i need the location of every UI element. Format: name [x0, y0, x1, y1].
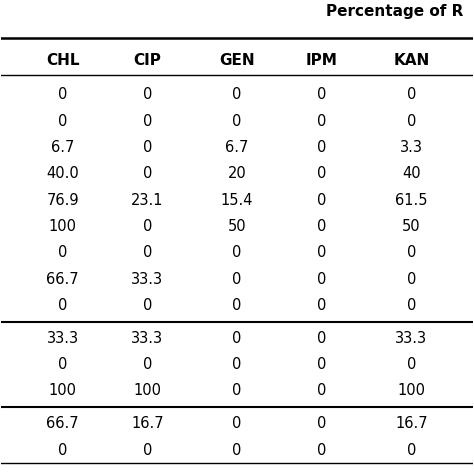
Text: 0: 0: [407, 114, 416, 129]
Text: 0: 0: [143, 219, 152, 234]
Text: IPM: IPM: [306, 53, 338, 68]
Text: 0: 0: [317, 443, 327, 457]
Text: 0: 0: [58, 443, 67, 457]
Text: 0: 0: [407, 357, 416, 372]
Text: GEN: GEN: [219, 53, 255, 68]
Text: 100: 100: [397, 383, 425, 399]
Text: 0: 0: [143, 357, 152, 372]
Text: 0: 0: [58, 246, 67, 260]
Text: 0: 0: [143, 298, 152, 313]
Text: 23.1: 23.1: [131, 193, 164, 208]
Text: 0: 0: [317, 357, 327, 372]
Text: 40: 40: [402, 166, 420, 182]
Text: 0: 0: [407, 298, 416, 313]
Text: 0: 0: [317, 272, 327, 287]
Text: 15.4: 15.4: [221, 193, 253, 208]
Text: 0: 0: [232, 357, 242, 372]
Text: 0: 0: [58, 357, 67, 372]
Text: 0: 0: [317, 114, 327, 129]
Text: 0: 0: [232, 246, 242, 260]
Text: 33.3: 33.3: [46, 331, 79, 346]
Text: 3.3: 3.3: [400, 140, 423, 155]
Text: CIP: CIP: [134, 53, 162, 68]
Text: 0: 0: [232, 87, 242, 102]
Text: 0: 0: [317, 140, 327, 155]
Text: 16.7: 16.7: [395, 416, 428, 431]
Text: 0: 0: [58, 298, 67, 313]
Text: 0: 0: [232, 272, 242, 287]
Text: 0: 0: [317, 219, 327, 234]
Text: 6.7: 6.7: [225, 140, 249, 155]
Text: 0: 0: [317, 416, 327, 431]
Text: 0: 0: [317, 193, 327, 208]
Text: 0: 0: [407, 443, 416, 457]
Text: 0: 0: [58, 114, 67, 129]
Text: CHL: CHL: [46, 53, 80, 68]
Text: 33.3: 33.3: [131, 272, 164, 287]
Text: 16.7: 16.7: [131, 416, 164, 431]
Text: 6.7: 6.7: [51, 140, 74, 155]
Text: 0: 0: [317, 246, 327, 260]
Text: 0: 0: [232, 331, 242, 346]
Text: 20: 20: [228, 166, 246, 182]
Text: 33.3: 33.3: [395, 331, 428, 346]
Text: 0: 0: [58, 87, 67, 102]
Text: 0: 0: [317, 166, 327, 182]
Text: 0: 0: [317, 87, 327, 102]
Text: 0: 0: [407, 272, 416, 287]
Text: 61.5: 61.5: [395, 193, 428, 208]
Text: 100: 100: [49, 219, 77, 234]
Text: 66.7: 66.7: [46, 272, 79, 287]
Text: 0: 0: [143, 443, 152, 457]
Text: 76.9: 76.9: [46, 193, 79, 208]
Text: 0: 0: [143, 114, 152, 129]
Text: 100: 100: [49, 383, 77, 399]
Text: 50: 50: [402, 219, 420, 234]
Text: 0: 0: [407, 246, 416, 260]
Text: 0: 0: [232, 298, 242, 313]
Text: Percentage of R: Percentage of R: [326, 4, 463, 19]
Text: 0: 0: [143, 87, 152, 102]
Text: 0: 0: [143, 140, 152, 155]
Text: 66.7: 66.7: [46, 416, 79, 431]
Text: 40.0: 40.0: [46, 166, 79, 182]
Text: 0: 0: [232, 416, 242, 431]
Text: 100: 100: [134, 383, 162, 399]
Text: 0: 0: [317, 331, 327, 346]
Text: 0: 0: [232, 383, 242, 399]
Text: 50: 50: [228, 219, 246, 234]
Text: 0: 0: [232, 443, 242, 457]
Text: 0: 0: [407, 87, 416, 102]
Text: KAN: KAN: [393, 53, 429, 68]
Text: 0: 0: [317, 298, 327, 313]
Text: 33.3: 33.3: [131, 331, 164, 346]
Text: 0: 0: [232, 114, 242, 129]
Text: 0: 0: [143, 246, 152, 260]
Text: 0: 0: [317, 383, 327, 399]
Text: 0: 0: [143, 166, 152, 182]
